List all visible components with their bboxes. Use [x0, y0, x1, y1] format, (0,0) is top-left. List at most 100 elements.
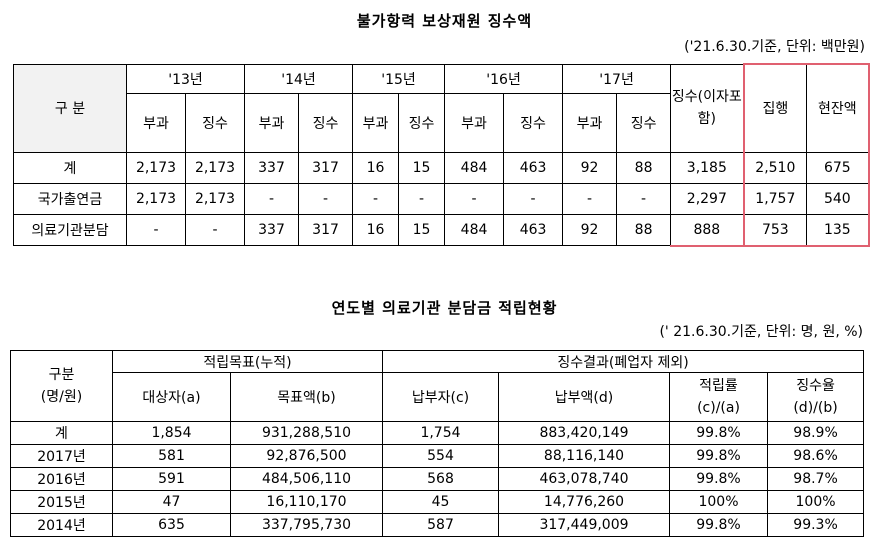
cell: 484,506,110 [230, 467, 383, 491]
header-accumulation-rate-line1: 적립률 [699, 378, 738, 394]
header-targets: 대상자(a) [112, 372, 231, 422]
cell: 47 [112, 490, 231, 514]
cell: 98.7% [766, 467, 865, 491]
cell: 15 [398, 213, 446, 246]
cell: - [298, 182, 354, 215]
header-collection-rate-line1: 징수율 [796, 378, 835, 394]
header-year-2016: '16년 [444, 63, 564, 94]
cell: 2,173 [184, 182, 246, 215]
row-label: 2017년 [10, 444, 113, 468]
cell: 135 [806, 213, 870, 247]
cell: 99.8% [669, 444, 768, 468]
cell: 100% [669, 490, 768, 514]
cell: 99.8% [669, 421, 768, 445]
row-label: 의료기관분담 [13, 213, 127, 246]
row-label: 계 [10, 421, 113, 445]
cell: 99.8% [669, 467, 768, 491]
cell: 581 [112, 444, 231, 468]
cell: 484 [444, 151, 505, 184]
row-label: 2016년 [10, 467, 113, 491]
header-collection-rate-line2: (d)/(b) [793, 400, 838, 416]
cell: 1,754 [382, 421, 499, 445]
cell: 463 [503, 213, 564, 246]
cell: 317 [298, 213, 354, 246]
cell: - [126, 213, 186, 246]
header-year-2015: '15년 [352, 63, 446, 94]
cell: 92 [562, 213, 618, 246]
cell: 554 [382, 444, 499, 468]
contribution-accumulation-table: 구분 (명/원) 적립목표(누적) 징수결과(폐업자 제외) 대상자(a) 목표… [10, 350, 865, 537]
cell: 16,110,170 [230, 490, 383, 514]
row-label: 국가출연금 [13, 182, 127, 215]
cell: 337 [244, 151, 300, 184]
header-category-line2: (명/원) [40, 389, 83, 405]
table-row: 계 1,854 931,288,510 1,754 883,420,149 99… [10, 421, 865, 445]
header-year-2017: '17년 [562, 63, 672, 94]
cell: 99.8% [669, 513, 768, 537]
cell: 14,776,260 [498, 490, 670, 514]
header-accumulation-rate-line2: (c)/(a) [697, 400, 740, 416]
header-year-2014: '14년 [244, 63, 354, 94]
cell: 2,173 [126, 151, 186, 184]
row-label: 계 [13, 151, 127, 184]
cell: 1,757 [743, 182, 808, 215]
cell: 753 [743, 213, 808, 247]
sub-header-levied: 부과 [444, 92, 505, 153]
table-row: 2016년 591 484,506,110 568 463,078,740 99… [10, 467, 865, 491]
sub-header-collected: 징수 [503, 92, 564, 153]
cell: 635 [112, 513, 231, 537]
header-result-group: 징수결과(폐업자 제외) [381, 350, 865, 373]
table-row: 의료기관분담 - - 337 317 16 15 484 463 92 88 8… [13, 213, 870, 247]
cell: 883,420,149 [498, 421, 670, 445]
cell: 1,854 [112, 421, 231, 445]
header-category: 구분 (명/원) [10, 350, 113, 422]
header-category-line1: 구분 [48, 367, 75, 383]
cell: 16 [352, 151, 400, 184]
table-row: 2015년 47 16,110,170 45 14,776,260 100% 1… [10, 490, 865, 514]
header-year-2013: '13년 [125, 63, 246, 94]
table-row: 계 2,173 2,173 337 317 16 15 484 463 92 8… [13, 151, 870, 184]
sub-header-collected: 징수 [184, 92, 246, 153]
cell: 463 [503, 151, 564, 184]
cell: 3,185 [670, 151, 745, 184]
cell: 587 [382, 513, 499, 537]
sub-header-collected: 징수 [398, 92, 446, 153]
cell: - [562, 182, 618, 215]
cell: 317 [298, 151, 354, 184]
row-label: 2014년 [10, 513, 113, 537]
table-row: 2017년 581 92,876,500 554 88,116,140 99.8… [10, 444, 865, 468]
cell: 92,876,500 [230, 444, 383, 468]
header-accumulation-rate: 적립률 (c)/(a) [669, 372, 768, 422]
header-category: 구 분 [13, 63, 127, 153]
cell: - [616, 182, 672, 215]
cell: 540 [806, 182, 870, 215]
cell: 337 [244, 213, 300, 246]
cell: 2,173 [126, 182, 186, 215]
cell: 88 [616, 213, 672, 246]
header-payers: 납부자(c) [382, 372, 499, 422]
cell: 931,288,510 [230, 421, 383, 445]
cell: - [184, 213, 246, 246]
sub-header-levied: 부과 [352, 92, 400, 153]
cell: - [398, 182, 446, 215]
cell: 2,297 [670, 182, 745, 215]
header-target-group: 적립목표(누적) [112, 350, 383, 373]
cell: 88 [616, 151, 672, 184]
cell: 317,449,009 [498, 513, 670, 537]
cell: 99.3% [766, 513, 865, 537]
cell: 888 [670, 213, 745, 247]
cell: - [352, 182, 400, 215]
cell: 675 [806, 151, 870, 184]
table2-unit-note: (' 21.6.30.기준, 단위: 명, 원, %) [659, 324, 863, 340]
header-balance: 현잔액 [806, 63, 870, 153]
cell: 2,173 [184, 151, 246, 184]
sub-header-collected: 징수 [298, 92, 354, 153]
sub-header-levied: 부과 [244, 92, 300, 153]
compensation-collection-table: 구 분 '13년 '14년 '15년 '16년 '17년 징수(이자포함) 집행… [13, 63, 870, 247]
cell: 88,116,140 [498, 444, 670, 468]
cell: 98.9% [766, 421, 865, 445]
cell: 591 [112, 467, 231, 491]
cell: 2,510 [743, 151, 808, 184]
header-target-amount: 목표액(b) [230, 372, 383, 422]
cell: - [244, 182, 300, 215]
